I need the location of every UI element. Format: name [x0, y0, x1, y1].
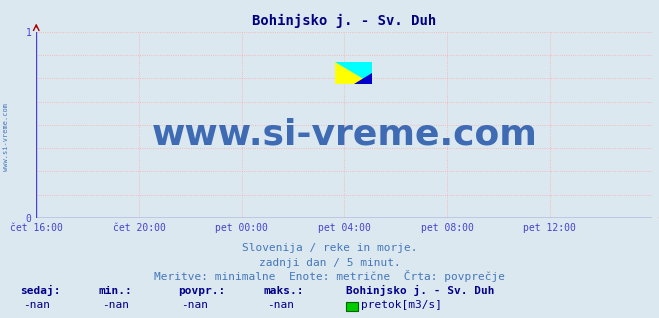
Polygon shape: [335, 62, 372, 84]
Title: Bohinjsko j. - Sv. Duh: Bohinjsko j. - Sv. Duh: [252, 14, 436, 28]
Text: -nan: -nan: [267, 301, 294, 310]
Polygon shape: [335, 62, 372, 84]
Text: Meritve: minimalne  Enote: metrične  Črta: povprečje: Meritve: minimalne Enote: metrične Črta:…: [154, 270, 505, 282]
Text: zadnji dan / 5 minut.: zadnji dan / 5 minut.: [258, 258, 401, 267]
Text: www.si-vreme.com: www.si-vreme.com: [152, 117, 537, 151]
Text: www.si-vreme.com: www.si-vreme.com: [3, 103, 9, 171]
Text: Slovenija / reke in morje.: Slovenija / reke in morje.: [242, 243, 417, 253]
Text: -nan: -nan: [23, 301, 50, 310]
Text: -nan: -nan: [181, 301, 208, 310]
Text: Bohinjsko j. - Sv. Duh: Bohinjsko j. - Sv. Duh: [346, 285, 494, 296]
Text: pretok[m3/s]: pretok[m3/s]: [361, 301, 442, 310]
Text: -nan: -nan: [102, 301, 129, 310]
Text: maks.:: maks.:: [264, 286, 304, 296]
Text: sedaj:: sedaj:: [20, 285, 60, 296]
Text: min.:: min.:: [99, 286, 132, 296]
Polygon shape: [354, 73, 372, 84]
Text: povpr.:: povpr.:: [178, 286, 225, 296]
